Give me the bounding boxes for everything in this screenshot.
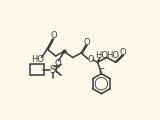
- Text: HO: HO: [31, 55, 44, 64]
- Text: HO: HO: [106, 51, 119, 60]
- Text: O: O: [120, 48, 126, 57]
- Text: O: O: [55, 59, 61, 68]
- Text: HO: HO: [95, 51, 108, 60]
- Text: O: O: [50, 31, 57, 40]
- Text: Si: Si: [49, 65, 58, 75]
- Text: O: O: [87, 55, 94, 64]
- Bar: [30, 64, 44, 75]
- Text: C: C: [98, 68, 104, 77]
- Text: O: O: [83, 38, 90, 47]
